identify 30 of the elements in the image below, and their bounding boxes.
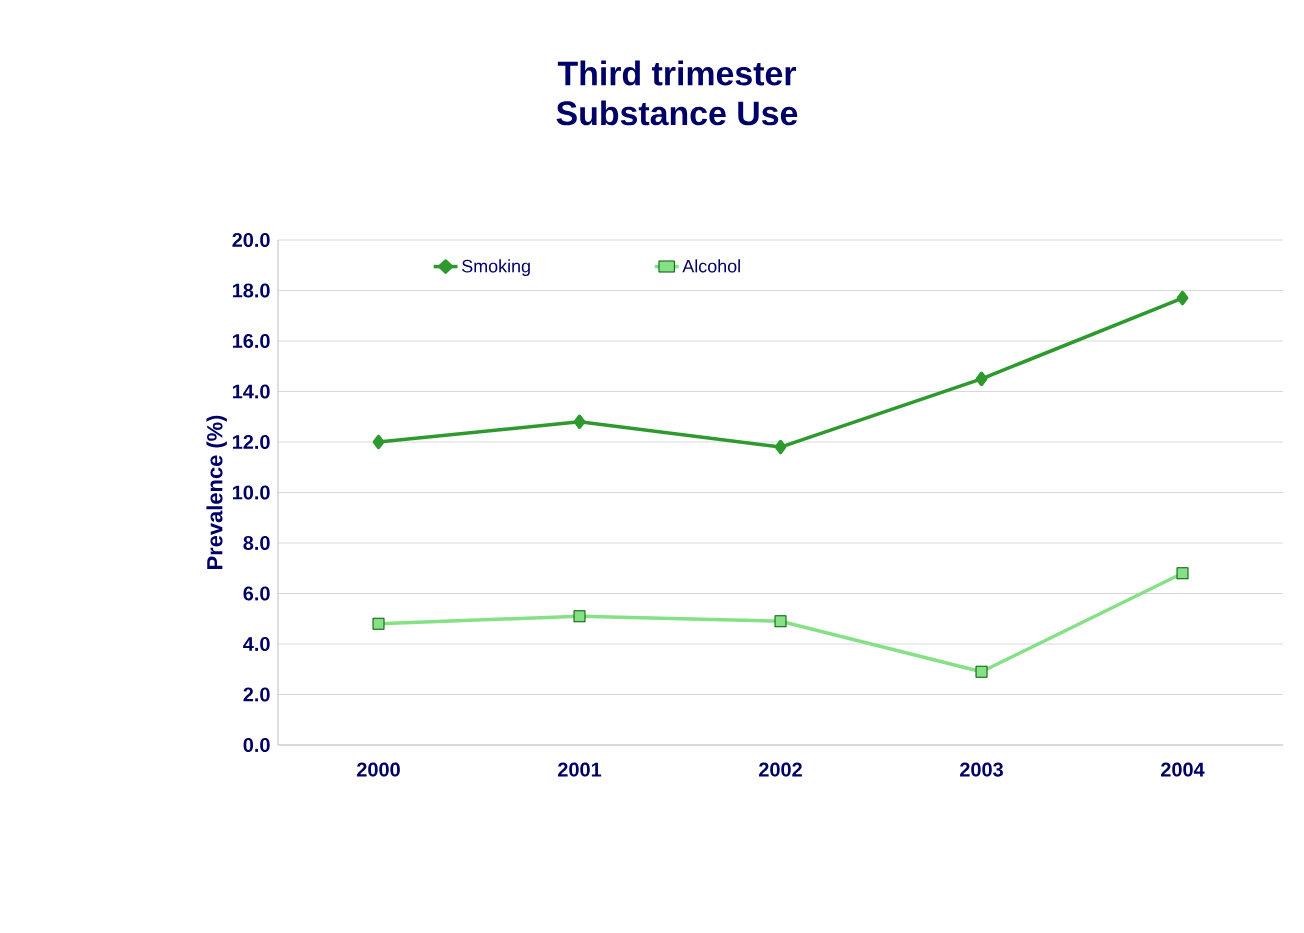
x-tick-label: 2000	[357, 762, 400, 777]
point	[1176, 567, 1189, 580]
x-tick-label: 2004	[1161, 762, 1205, 777]
y-tick-label: 18.0	[232, 283, 270, 298]
y-tick-label: 8.0	[243, 535, 270, 551]
chart-title: Third trimester Substance Use	[556, 60, 798, 126]
y-tick-label: 16.0	[232, 333, 270, 349]
y-tick-label: 14.0	[232, 384, 270, 399]
legend-label: Alcohol	[682, 259, 740, 273]
point	[372, 617, 385, 630]
y-tick-label: 2.0	[243, 687, 270, 702]
point	[573, 414, 586, 430]
x-tick-label: 2003	[960, 762, 1003, 777]
y-tick-label: 6.0	[243, 586, 270, 601]
point	[975, 371, 988, 387]
point	[774, 615, 787, 628]
point	[372, 434, 385, 450]
x-tick-label: 2001	[558, 762, 602, 777]
y-axis-title: Prevalence (%)	[206, 415, 227, 569]
point	[1176, 290, 1189, 306]
point	[774, 439, 787, 455]
point	[975, 665, 988, 678]
point	[573, 610, 586, 623]
y-tick-label: 20.0	[232, 232, 270, 248]
y-tick-label: 4.0	[243, 636, 270, 652]
legend-label: Smoking	[462, 259, 530, 277]
y-tick-label: 10.0	[232, 485, 270, 500]
y-tick-label: 0.0	[243, 737, 270, 753]
x-tick-label: 2002	[759, 762, 802, 777]
y-tick-label: 12.0	[232, 434, 270, 450]
